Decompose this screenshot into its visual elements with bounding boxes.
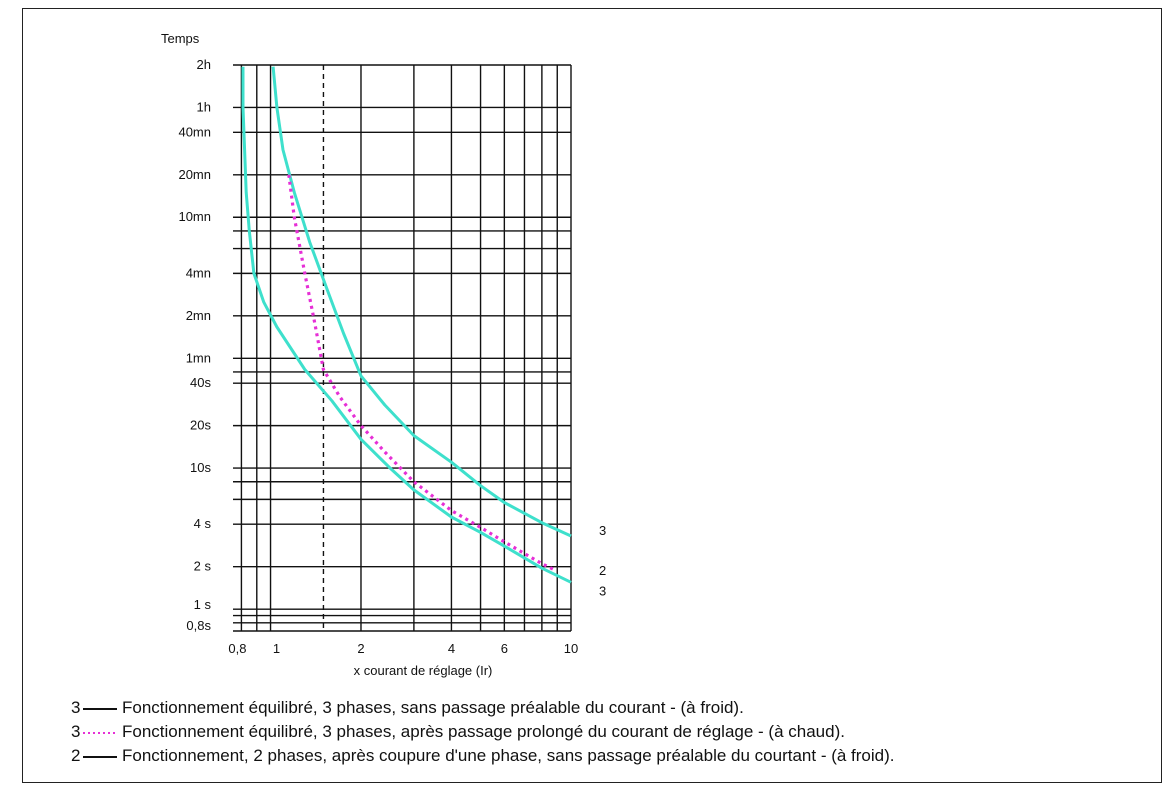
legend-number: 3 [71,698,81,717]
curve-end-label: 3 [599,583,606,598]
x-tick-label: 6 [501,641,508,656]
y-tick-label: 1h [197,99,211,114]
curve-end-label: 2 [599,563,606,578]
y-tick-label: 2h [197,57,211,72]
legend-item-cold-2phase: 2 Fonctionnement, 2 phases, après coupure… [71,745,1171,767]
y-tick-label: 20s [190,418,211,433]
y-tick-label: 20mn [178,167,211,182]
y-tick-label: 10s [190,460,211,475]
legend-solid-line-icon [83,755,117,758]
y-tick-label: 40s [190,375,211,390]
x-tick-label: 10 [564,641,578,656]
x-tick-label: 0,8 [228,641,246,656]
y-tick-label: 40mn [178,124,211,139]
y-tick-label: 2mn [186,308,211,323]
y-tick-label: 4mn [186,265,211,280]
legend-text: Fonctionnement équilibré, 3 phases, sans… [122,698,744,717]
curve-end-label: 3 [599,523,606,538]
figure-frame: 3 2 3 Temps 2h 1h 40mn 20mn 10mn 4mn 2mn 1mn 40s 20s 1… [22,8,1162,783]
y-tick-label: 0,8s [186,618,211,633]
labels: 3 2 3 Temps 2h 1h 40mn 20mn 10mn 4mn 2mn 1mn 40s 20s 1… [161,31,606,678]
trip-curve-chart: 3 2 3 Temps 2h 1h 40mn 20mn 10mn 4mn 2mn 1mn 40s 20s 1… [161,31,606,678]
x-tick-label: 2 [357,641,364,656]
y-tick-label: 10mn [178,209,211,224]
y-tick-label: 1 s [194,597,212,612]
curve-series-0 [271,66,572,538]
legend-text: Fonctionnement équilibré, 3 phases, aprè… [122,722,845,741]
x-tick-label: 4 [448,641,455,656]
y-tick-label: 2 s [194,559,212,574]
y-tick-label: 1mn [186,350,211,365]
legend-item-hot-3phase: 3 Fonctionnement équilibré, 3 phases, apr… [71,721,1171,743]
curves [241,66,572,584]
legend-item-cold-3phase: 3 Fonctionnement équilibré, 3 phases, san… [71,697,1171,719]
y-tick-label: 4 s [194,516,212,531]
curve-series-2 [241,66,572,584]
legend-dotted-line-icon [83,731,117,734]
legend-solid-line-icon [83,707,117,710]
y-axis-title: Temps [161,31,200,46]
x-axis-title: x courant de réglage (Ir) [354,663,493,678]
legend-number: 2 [71,746,81,765]
x-tick-label: 1 [273,641,280,656]
legend-text: Fonctionnement, 2 phases, après coupure … [122,746,895,765]
legend-number: 3 [71,722,81,741]
